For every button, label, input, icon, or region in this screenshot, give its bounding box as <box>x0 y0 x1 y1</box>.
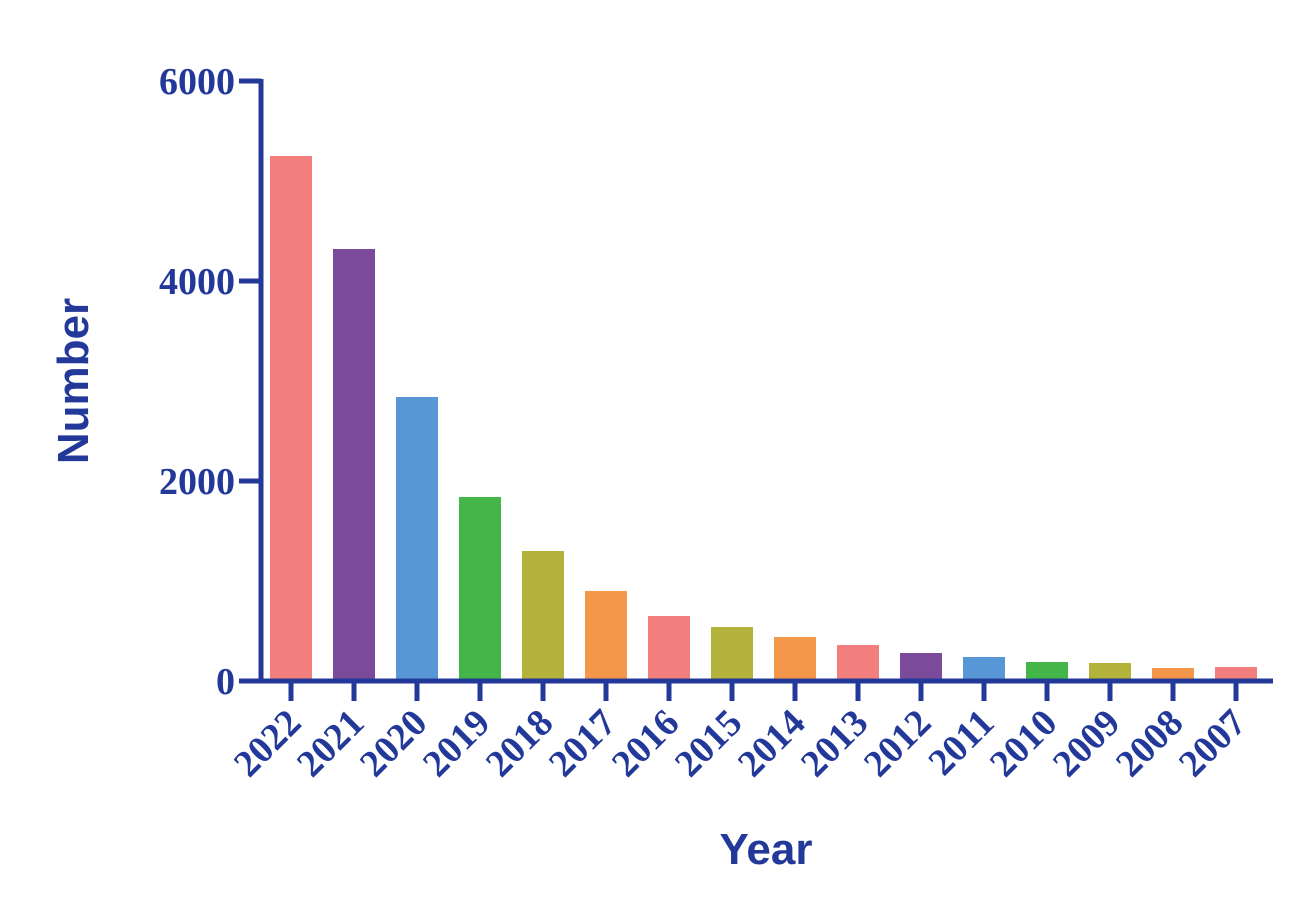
x-tick-label: 2019 <box>415 702 498 785</box>
x-ticks-group: 2022202120202019201820172016201520142013… <box>226 681 1254 785</box>
y-axis-title: Number <box>49 298 98 464</box>
bar-2009 <box>1089 663 1131 681</box>
y-tick-label: 4000 <box>159 261 235 303</box>
y-tick-label: 2000 <box>159 461 235 503</box>
bar-2014 <box>774 637 816 681</box>
bar-2008 <box>1152 668 1194 681</box>
x-tick-label: 2012 <box>856 702 939 785</box>
x-tick-label: 2009 <box>1045 702 1128 785</box>
bar-2019 <box>459 497 501 681</box>
y-tick-label: 6000 <box>159 61 235 103</box>
x-tick-label: 2021 <box>289 702 372 785</box>
x-tick-label: 2015 <box>667 702 750 785</box>
x-tick-label: 2011 <box>920 702 1002 784</box>
bar-2010 <box>1026 662 1068 681</box>
bar-2018 <box>522 551 564 681</box>
x-tick-label: 2010 <box>982 702 1065 785</box>
x-tick-label: 2007 <box>1171 702 1254 785</box>
x-axis-title: Year <box>720 825 813 874</box>
y-tick-label: 0 <box>216 661 235 703</box>
bars-group <box>270 156 1257 681</box>
bar-2017 <box>585 591 627 681</box>
x-tick-label: 2018 <box>478 702 561 785</box>
x-tick-label: 2016 <box>604 702 687 785</box>
x-tick-label: 2008 <box>1108 702 1191 785</box>
bar-2022 <box>270 156 312 681</box>
bar-2013 <box>837 645 879 681</box>
x-tick-label: 2014 <box>730 702 813 785</box>
bar-2021 <box>333 249 375 681</box>
bar-2016 <box>648 616 690 681</box>
x-tick-label: 2017 <box>541 702 624 785</box>
y-ticks-group: 0 2000 4000 6000 <box>159 61 261 703</box>
x-tick-label: 2020 <box>352 702 435 785</box>
bar-2015 <box>711 627 753 681</box>
bar-2020 <box>396 397 438 681</box>
x-tick-label: 2013 <box>793 702 876 785</box>
bar-2011 <box>963 657 1005 681</box>
bar-2012 <box>900 653 942 681</box>
bar-2007 <box>1215 667 1257 681</box>
x-tick-label: 2022 <box>226 702 309 785</box>
